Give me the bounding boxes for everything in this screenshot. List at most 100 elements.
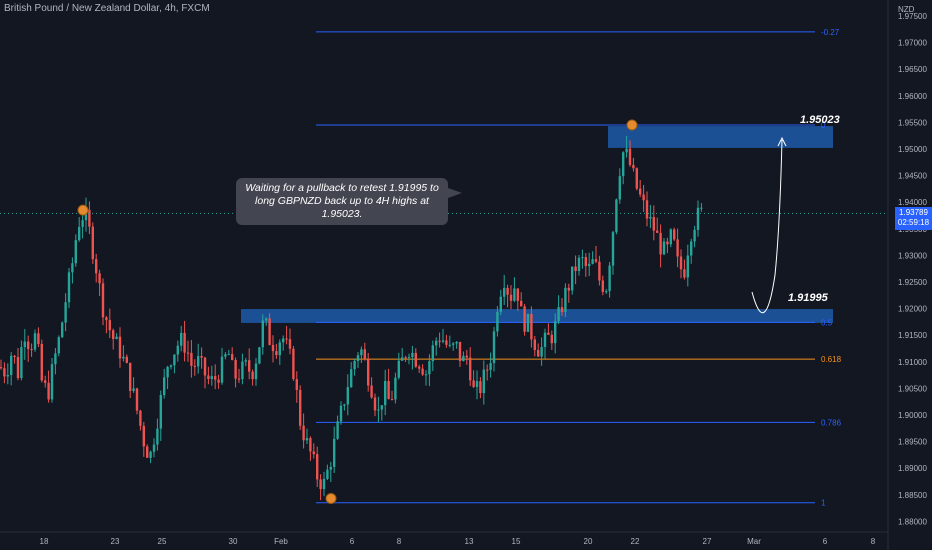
price-tick: 1.96500 (898, 65, 927, 74)
candle-body (615, 199, 618, 233)
candle-body (455, 341, 458, 344)
candle-body (438, 340, 441, 342)
candle-body (387, 381, 390, 400)
fib-label: 0.786 (821, 418, 842, 427)
candle-body (244, 360, 247, 362)
candle-body (618, 176, 621, 200)
time-axis[interactable]: 18 23 25 30 Feb 6 8 13 15 20 22 27 Mar 6 8 (40, 537, 876, 546)
resistance-zone[interactable] (608, 126, 833, 148)
candle-body (353, 360, 356, 370)
candle-body (584, 257, 587, 267)
candle-body (690, 241, 693, 256)
candle-body (652, 217, 655, 231)
candle-body (601, 280, 604, 292)
candle-body (666, 241, 669, 245)
candle-body (186, 352, 190, 354)
candle-body (486, 369, 489, 371)
candle-body (316, 454, 319, 480)
swing-point-marker[interactable] (626, 119, 638, 131)
candle-body (84, 209, 88, 221)
candle-body (197, 356, 200, 367)
candle-body (326, 469, 329, 479)
candle-body (64, 302, 67, 323)
candle-body (67, 272, 71, 303)
candle-body (635, 168, 638, 189)
candle-body (424, 374, 428, 376)
candle-body (339, 405, 343, 422)
candle-body (101, 283, 105, 318)
currency-label: NZD (898, 5, 915, 14)
candle-body (163, 377, 166, 395)
candle-body (377, 409, 380, 411)
current-price-label: 1.93789 02:59:18 (895, 207, 932, 230)
candle-body (448, 344, 451, 346)
candle-body (13, 355, 16, 357)
candle-body (537, 350, 540, 357)
projection-arrow[interactable] (751, 139, 783, 314)
candle-body (516, 288, 519, 301)
time-tick: 8 (871, 537, 876, 546)
candle-body (686, 255, 689, 278)
candle-body (207, 375, 210, 380)
candle-body (390, 399, 394, 401)
price-tick: 1.90000 (898, 411, 927, 420)
candle-body (122, 356, 125, 359)
price-tick: 1.92000 (898, 305, 927, 314)
candle-body (567, 287, 570, 291)
candle-body (608, 265, 611, 292)
candle-body (44, 380, 47, 383)
annotation-note[interactable]: Waiting for a pullback to retest 1.91995… (236, 178, 462, 225)
candle-body (224, 354, 227, 357)
time-tick: Mar (747, 537, 761, 546)
candle-body (231, 354, 234, 360)
candle-body (479, 381, 482, 394)
candle-body (112, 330, 115, 340)
candle-body (152, 444, 156, 452)
candle-body (421, 368, 424, 375)
candle-body (656, 230, 659, 233)
candle-body (632, 164, 635, 169)
candle-body (261, 320, 264, 348)
candle-body (159, 394, 162, 429)
time-tick: 20 (584, 537, 593, 546)
candle-body (343, 404, 346, 406)
time-tick: 25 (158, 537, 167, 546)
candle-body (203, 357, 207, 376)
candle-body (81, 220, 84, 227)
candle-body (292, 348, 295, 380)
candle-body (560, 307, 564, 312)
price-tick: 1.89500 (898, 438, 927, 447)
candle-body (322, 478, 326, 490)
candle-body (278, 342, 281, 356)
time-tick: 30 (229, 537, 238, 546)
candle-body (533, 339, 536, 351)
candle-body (6, 374, 9, 377)
candle-body (659, 232, 662, 255)
candle-body (336, 421, 339, 439)
candle-body (445, 340, 448, 345)
support-zone[interactable] (241, 309, 833, 323)
price-tick: 1.95500 (898, 118, 927, 127)
candle-body (149, 451, 152, 458)
candle-body (526, 313, 530, 332)
swing-point-marker[interactable] (325, 492, 337, 504)
candle-body (61, 322, 64, 338)
swing-point-marker[interactable] (77, 204, 89, 216)
candle-body (581, 257, 584, 259)
candle-body (271, 344, 275, 352)
candle-body (574, 266, 577, 272)
candle-body (176, 345, 179, 355)
candle-body (571, 266, 574, 291)
candle-body (489, 363, 492, 370)
candle-body (397, 360, 400, 378)
time-tick: Feb (274, 537, 288, 546)
candle-body (125, 356, 128, 363)
candle-body (523, 306, 526, 332)
candle-body (591, 259, 594, 264)
candle-body (0, 367, 3, 369)
candle-body (288, 339, 292, 349)
candle-body (543, 332, 547, 347)
candle-body (234, 359, 237, 379)
